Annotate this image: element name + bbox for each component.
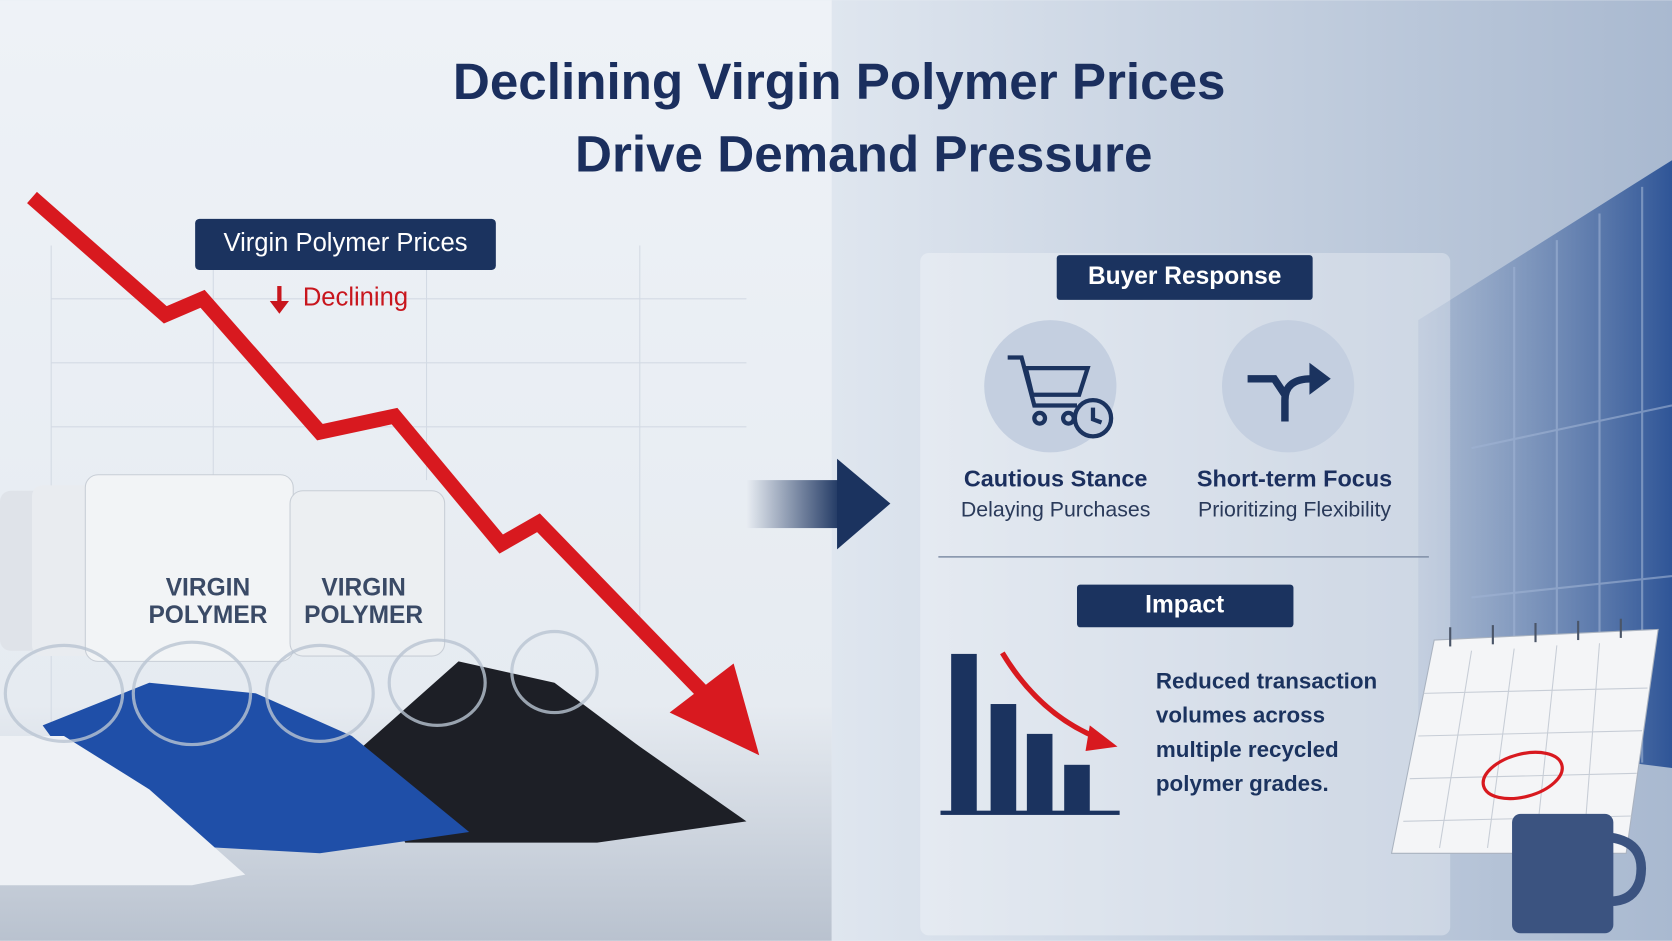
title-line: Declining Virgin Polymer Prices (453, 53, 1226, 110)
impact-text: Reduced transaction (1156, 669, 1377, 694)
bag-text: VIRGIN (166, 574, 250, 601)
turn-icon (1247, 362, 1331, 422)
bag-text: VIRGIN (321, 574, 405, 601)
item-title: Cautious Stance (964, 465, 1148, 491)
header-box (1076, 584, 1294, 628)
granules (0, 629, 747, 886)
header: Buyer Response (1088, 263, 1281, 290)
header-box (1056, 255, 1313, 300)
label: Virgin Polymer Prices (223, 229, 467, 257)
decline-arrow-icon (1000, 651, 1118, 751)
bags (0, 474, 446, 662)
header: Impact (1145, 591, 1224, 618)
trend-label: Declining (303, 284, 408, 312)
down-arrow-icon (269, 286, 289, 314)
cart-icon (1007, 355, 1114, 439)
impact-text: multiple recycled (1156, 737, 1339, 762)
price-trend-arrow (27, 191, 760, 756)
bag-text: POLYMER (148, 602, 267, 629)
item-title: Short-term Focus (1197, 465, 1392, 491)
mug (1512, 813, 1646, 934)
connector-arrow (746, 458, 891, 550)
decline-bars-icon (940, 653, 1120, 815)
item-subtitle: Delaying Purchases (961, 498, 1151, 522)
title-line: Drive Demand Pressure (575, 126, 1152, 183)
bag-text: POLYMER (304, 602, 423, 629)
impact-text: polymer grades. (1156, 771, 1329, 796)
label-box (195, 218, 496, 271)
impact-text: volumes across (1156, 703, 1325, 728)
item-subtitle: Prioritizing Flexibility (1198, 498, 1391, 522)
